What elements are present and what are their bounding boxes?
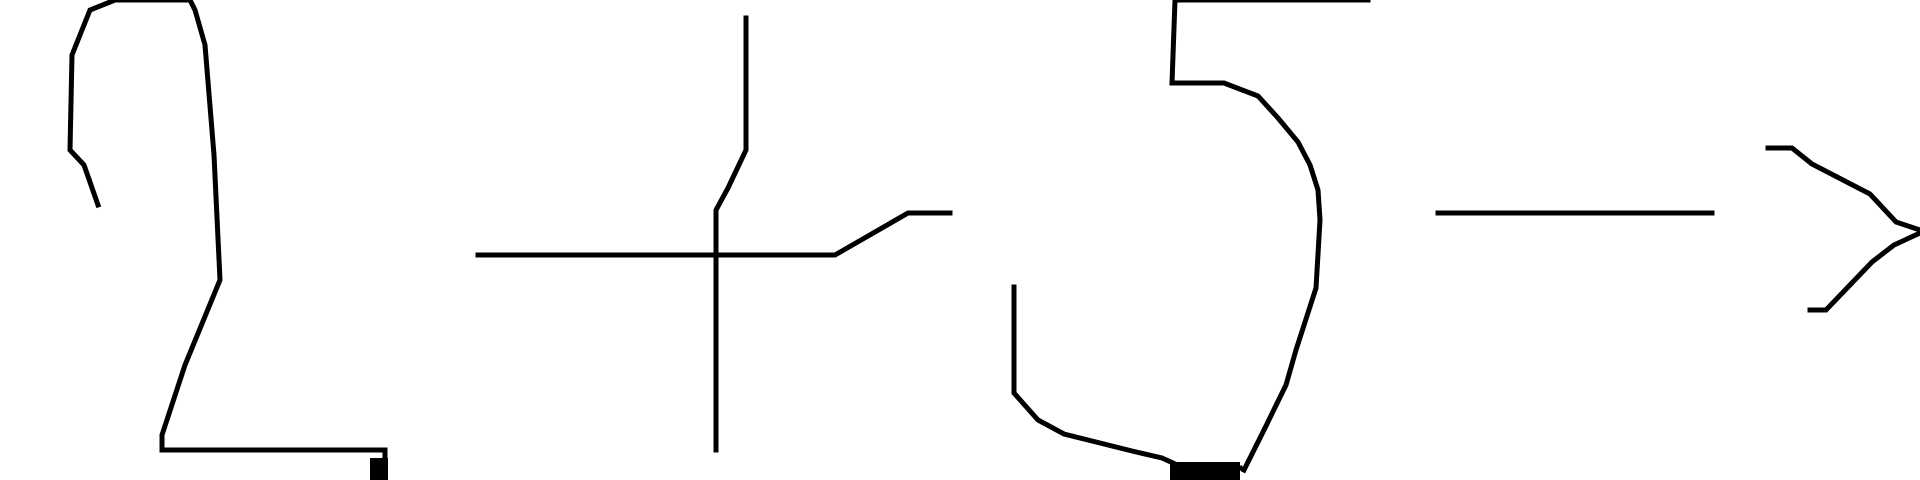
greater-than-sign-stroke [1765,145,1920,233]
digit-5-stroke [1170,462,1240,480]
digit-5-stroke [1011,284,1243,471]
digit-2-stroke [67,0,388,479]
digit-5-stroke [1169,0,1371,474]
plus-sign-stroke [475,210,953,258]
greater-than-sign-stroke [1807,230,1920,313]
digit-2-stroke [370,458,388,480]
plus-sign-stroke [713,15,749,453]
